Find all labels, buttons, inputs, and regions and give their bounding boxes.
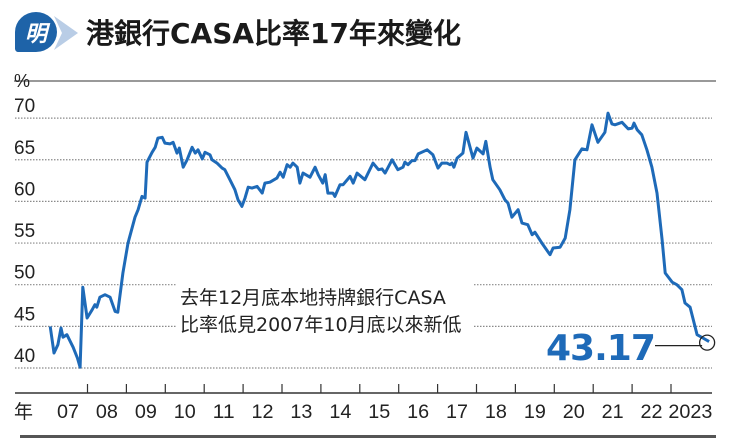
x-tick-label: 21 [602,402,624,423]
x-tick-label: 15 [368,402,390,423]
x-tick-label: 14 [329,402,351,423]
x-tick-label: 16 [407,402,429,423]
y-tick-label: 70 [14,96,35,117]
annotation-line-2: 比率低見2007年10月底以來新低 [180,314,462,336]
latest-point-marker [698,334,716,351]
y-tick-label: 55 [14,221,35,242]
data-line [48,111,710,369]
y-tick-label: 40 [14,346,35,367]
chevron-icon [54,16,78,50]
x-tick-label: 17 [446,402,468,423]
x-tick-label: 07 [57,402,79,423]
y-tick-label: 60 [14,179,35,200]
x-tick-label: 13 [290,402,312,423]
annotation-line-1: 去年12月底本地持牌銀行CASA [180,287,446,309]
x-tick-label: 12 [252,402,274,423]
x-tick-label: 22 [641,402,663,423]
y-tick-label: 65 [14,138,35,159]
x-axis-unit: 年 [14,401,33,423]
x-tick-label: 2023 [668,402,712,423]
ming-pao-logo: 明 [15,12,57,52]
title-divider [14,80,716,82]
logo-text: 明 [24,22,47,47]
x-tick-label: 11 [213,402,235,423]
x-tick-label: 20 [563,402,585,423]
x-tick-label: 19 [524,402,546,423]
x-tick-label: 08 [96,402,118,423]
chart-title: 港銀行CASA比率17年來變化 [86,17,462,50]
y-tick-label: 45 [14,304,35,325]
y-tick-label: 50 [14,263,35,284]
bottom-rule [20,435,716,438]
chart-annotation: 去年12月底本地持牌銀行CASA 比率低見2007年10月底以來新低 [176,283,474,341]
x-tick-label: 09 [135,402,157,423]
y-axis-unit: % [14,71,30,91]
latest-value-label: 43.17 [546,328,656,369]
x-tick-label: 18 [485,402,507,423]
x-tick-label: 10 [174,402,196,423]
